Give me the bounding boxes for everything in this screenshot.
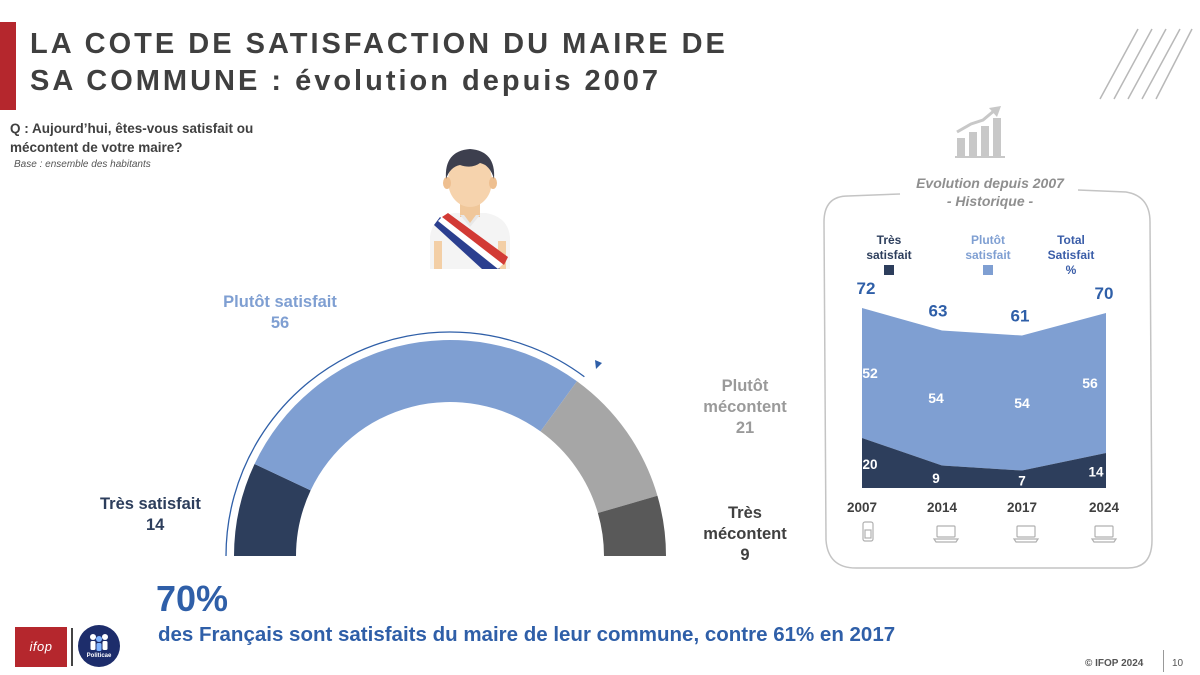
legend-total-line-2: Satisfait — [1047, 248, 1095, 262]
legend-tres-satisfait-line-1: Très — [876, 233, 902, 247]
history-subtitle: - Historique - — [946, 193, 1034, 209]
history-total-2017: 61 — [1011, 307, 1030, 326]
legend-total-line-3: % — [1065, 263, 1077, 277]
page-title-line-2: SA COMMUNE : évolution depuis 2007 — [30, 65, 662, 97]
gauge-slice-tres-mecontent — [597, 495, 666, 556]
history-total-2014: 63 — [929, 302, 948, 321]
gauge-label-plutot-satisfait-name: Plutôt satisfait — [223, 293, 337, 311]
gauge-slice-tres-satisfait — [234, 464, 311, 556]
history-value-tres-2014: 9 — [932, 471, 940, 486]
gauge-arrow — [225, 331, 585, 557]
legend-tres-satisfait-line-2: satisfait — [866, 248, 912, 262]
gauge-label-plutot-mecontent-line-1: Plutôt — [721, 377, 769, 395]
gauge-label-plutot-satisfait: Plutôt satisfait 56 — [195, 292, 365, 334]
gauge-slice-plutot-satisfait — [254, 340, 577, 491]
history-total-2007: 72 — [857, 279, 876, 298]
history-year-2014: 2014 — [927, 500, 958, 515]
gauge-label-tres-satisfait: Très satisfait 14 — [100, 494, 230, 536]
politicae-logo: Politicae — [78, 625, 120, 667]
gauge-value-plutot-mecontent: 21 — [735, 419, 755, 437]
history-value-plutot-2014: 54 — [928, 390, 944, 406]
history-title: Evolution depuis 2007 - Historique - — [860, 174, 1120, 210]
headline-text: des Français sont satisfaits du maire de… — [158, 623, 896, 646]
gauge-value-tres-mecontent: 9 — [740, 546, 750, 564]
ifop-logo: ifop — [15, 627, 67, 667]
headline-percent: 70% — [156, 578, 229, 619]
gauge-value-plutot-satisfait: 56 — [270, 314, 290, 332]
growth-chart-icon — [955, 106, 1005, 158]
gauge-label-tres-mecontent-line-1: Très — [728, 504, 762, 522]
legend-swatch-plutot-satisfait — [983, 265, 993, 275]
legend-plutot-satisfait-line-1: Plutôt — [971, 233, 1005, 247]
logo-separator — [71, 628, 73, 666]
history-year-2007: 2007 — [847, 500, 877, 515]
history-total-2024: 70 — [1095, 284, 1114, 303]
gauge-label-plutot-mecontent: Plutôt mécontent 21 — [690, 376, 800, 439]
history-value-tres-2017: 7 — [1018, 473, 1026, 488]
history-value-plutot-2024: 56 — [1082, 375, 1098, 391]
survey-base: Base : ensemble des habitants — [14, 159, 151, 170]
gauge-label-plutot-mecontent-line-2: mécontent — [703, 398, 787, 416]
page-title-line-1: LA COTE DE SATISFACTION DU MAIRE DE — [30, 28, 728, 60]
history-year-2017: 2017 — [1007, 500, 1037, 515]
politicae-people-icon — [90, 634, 108, 651]
survey-question: Q : Aujourd’hui, êtes-vous satisfait ou … — [10, 119, 253, 157]
page-number: 10 — [1172, 658, 1184, 669]
copyright: © IFOP 2024 — [1085, 658, 1144, 669]
history-value-plutot-2017: 54 — [1014, 395, 1030, 411]
legend-plutot-satisfait-line-2: satisfait — [965, 248, 1011, 262]
area-series-tres-satisfait — [862, 438, 1106, 488]
gauge-slice-plutot-mecontent — [540, 381, 658, 514]
page-title: LA COTE DE SATISFACTION DU MAIRE DE SA C… — [30, 26, 728, 100]
laptop-icon — [932, 525, 960, 543]
laptop-icon — [1090, 525, 1118, 543]
history-year-2024: 2024 — [1089, 500, 1120, 515]
gauge-label-tres-mecontent: Très mécontent 9 — [690, 503, 800, 566]
laptop-icon — [1012, 525, 1040, 543]
gauge-label-tres-satisfait-name: Très satisfait — [100, 495, 201, 513]
phone-icon — [862, 521, 874, 542]
legend-total-satisfait: Total Satisfait % — [1036, 233, 1106, 278]
gauge-arrowhead — [595, 360, 602, 369]
area-series-plutot-satisfait — [862, 308, 1106, 471]
legend-plutot-satisfait: Plutôt satisfait — [953, 233, 1023, 275]
mayor-icon — [430, 149, 510, 269]
legend-total-line-1: Total — [1057, 233, 1085, 247]
history-value-tres-2024: 14 — [1088, 465, 1104, 480]
history-title-line-1: Evolution depuis 2007 — [916, 175, 1064, 191]
survey-question-line-2: mécontent de votre maire? — [10, 140, 183, 155]
history-value-tres-2007: 20 — [862, 457, 877, 472]
gauge-value-tres-satisfait: 14 — [146, 516, 165, 534]
decorative-slashes-icon — [1099, 28, 1193, 100]
page-number-separator — [1163, 650, 1164, 672]
gauge-label-tres-mecontent-line-2: mécontent — [703, 525, 787, 543]
title-accent-bar — [0, 22, 16, 110]
survey-question-line-1: Q : Aujourd’hui, êtes-vous satisfait ou — [10, 121, 254, 136]
politicae-logo-text: Politicae — [86, 653, 112, 659]
legend-swatch-tres-satisfait — [884, 265, 894, 275]
history-value-plutot-2007: 52 — [862, 365, 878, 381]
legend-tres-satisfait: Très satisfait — [854, 233, 924, 275]
